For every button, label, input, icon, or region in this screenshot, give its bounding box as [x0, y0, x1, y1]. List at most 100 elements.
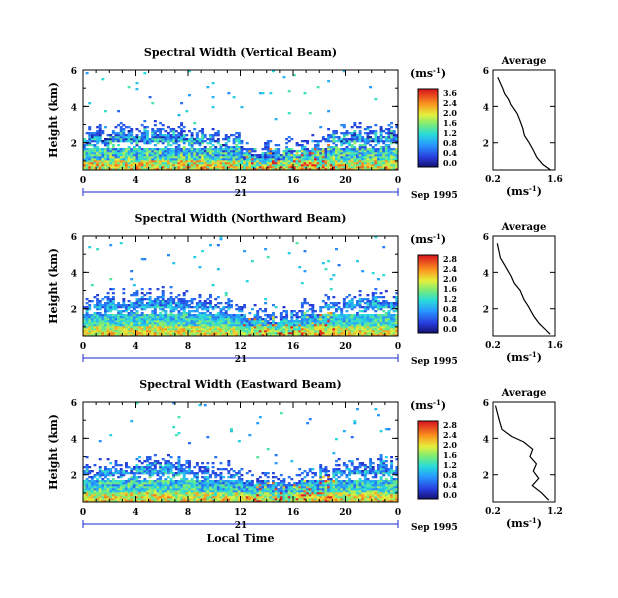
heatmap-cell	[98, 494, 102, 497]
heatmap-cell	[130, 470, 134, 473]
heatmap-cell	[90, 334, 94, 337]
average-x-tick-label: 0.2	[485, 175, 501, 185]
heatmap-cell	[88, 472, 92, 475]
heatmap-cell	[329, 318, 333, 321]
heatmap-cell	[130, 476, 134, 479]
heatmap-cell	[153, 298, 157, 301]
heatmap-cell	[258, 158, 262, 161]
heatmap-cell	[384, 320, 388, 323]
heatmap-cell	[303, 318, 307, 321]
heatmap-cell	[316, 314, 320, 317]
heatmap-cell	[109, 306, 113, 309]
heatmap-cell	[353, 142, 357, 145]
heatmap-cell	[232, 160, 236, 163]
heatmap-cell	[298, 144, 302, 147]
heatmap-cell	[211, 150, 215, 153]
heatmap-cell	[266, 142, 270, 145]
heatmap-cell	[387, 320, 391, 323]
heatmap-cell	[361, 324, 365, 327]
heatmap-cell	[190, 132, 194, 135]
heatmap-cell	[101, 164, 105, 167]
heatmap-cell	[140, 484, 144, 487]
heatmap-cell	[324, 168, 328, 171]
heatmap-cell	[316, 154, 320, 157]
heatmap-cell	[159, 468, 163, 471]
heatmap-cell	[287, 326, 291, 329]
heatmap-cell	[93, 464, 97, 467]
heatmap-cell	[114, 334, 118, 337]
heatmap-cell	[174, 162, 178, 165]
heatmap-cell	[382, 300, 386, 303]
heatmap-cell	[161, 160, 165, 163]
heatmap-cell	[308, 334, 312, 337]
heatmap-cell	[146, 162, 149, 165]
heatmap-cell	[316, 316, 320, 319]
heatmap-cell	[111, 298, 115, 301]
heatmap-cell	[143, 500, 147, 503]
heatmap-cell	[161, 310, 165, 313]
heatmap-cell	[109, 150, 113, 153]
heatmap-cell	[345, 318, 349, 321]
heatmap-cell	[311, 308, 315, 311]
heatmap-cell	[193, 318, 197, 321]
heatmap-cell	[177, 318, 181, 321]
heatmap-cell	[287, 168, 291, 171]
colorbar-swatch	[418, 159, 438, 162]
heatmap-cell	[138, 334, 142, 337]
heatmap-cell	[164, 322, 168, 325]
heatmap-cell	[216, 154, 220, 157]
heatmap-cell	[353, 326, 357, 329]
heatmap-cell	[93, 168, 97, 171]
heatmap-cell	[356, 316, 359, 319]
heatmap-cell	[148, 326, 152, 329]
heatmap-cell	[232, 150, 236, 153]
heatmap-cell	[140, 300, 144, 303]
heatmap-cell	[348, 326, 352, 329]
heatmap-cell	[132, 466, 136, 469]
heatmap-cell	[219, 302, 223, 305]
heatmap-cell	[122, 316, 126, 319]
heatmap-cell	[169, 478, 173, 481]
heatmap-cell	[369, 332, 373, 335]
heatmap-cell	[295, 142, 299, 145]
heatmap-cell	[382, 274, 386, 277]
heatmap-cell	[93, 304, 97, 307]
heatmap-cell	[151, 498, 155, 501]
heatmap-cell	[111, 482, 115, 485]
heatmap-cell	[235, 132, 239, 135]
heatmap-cell	[219, 316, 223, 319]
heatmap-cell	[232, 324, 236, 327]
heatmap-cell	[206, 476, 210, 479]
heatmap-cell	[272, 304, 275, 307]
heatmap-cell	[146, 148, 149, 151]
heatmap-cell	[348, 154, 352, 157]
heatmap-cell	[125, 304, 128, 307]
heatmap-cell	[227, 314, 231, 317]
heatmap-cell	[274, 118, 278, 121]
heatmap-cell	[353, 166, 357, 169]
heatmap-cell	[266, 326, 270, 329]
heatmap-cell	[321, 138, 325, 141]
heatmap-cell	[117, 464, 121, 467]
heatmap-cell	[135, 158, 139, 161]
heatmap-cell	[109, 168, 113, 171]
heatmap-cell	[161, 158, 165, 161]
heatmap-cell	[193, 482, 197, 485]
heatmap-cell	[195, 498, 199, 501]
heatmap-cell	[90, 478, 94, 481]
heatmap-cell	[182, 464, 186, 467]
heatmap-cell	[148, 322, 152, 325]
heatmap-cell	[219, 144, 223, 147]
heatmap-cell	[303, 300, 307, 303]
heatmap-cell	[209, 306, 212, 309]
heatmap-cell	[384, 324, 388, 327]
heatmap-cell	[227, 166, 231, 169]
heatmap-cell	[314, 326, 317, 329]
heatmap-cell	[96, 154, 100, 157]
heatmap-cell	[214, 314, 218, 317]
heatmap-cell	[206, 168, 210, 171]
heatmap-cell	[379, 322, 383, 325]
heatmap-cell	[256, 162, 260, 165]
heatmap-cell	[143, 332, 147, 335]
